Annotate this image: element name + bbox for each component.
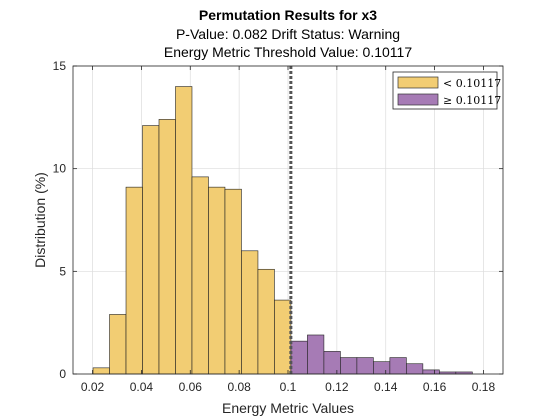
bar-above-threshold bbox=[340, 357, 358, 375]
y-tick-label: 5 bbox=[59, 264, 66, 278]
chart-subtitle-line-1: P-Value: 0.082 Drift Status: Warning bbox=[176, 26, 400, 42]
bar-above-threshold bbox=[356, 357, 374, 375]
x-tick-label: 0.08 bbox=[227, 380, 251, 394]
y-tick-label: 10 bbox=[53, 162, 67, 176]
bar-above-threshold bbox=[307, 334, 325, 375]
chart-subtitle-line-2: Energy Metric Threshold Value: 0.10117 bbox=[164, 44, 412, 60]
x-tick-label: 0.02 bbox=[81, 380, 105, 394]
legend: < 0.10117 ≥ 0.10117 bbox=[392, 71, 501, 110]
x-tick-label: 0.04 bbox=[130, 380, 154, 394]
bar-above-threshold bbox=[389, 357, 407, 375]
bar-below-threshold bbox=[257, 268, 275, 375]
x-tick-label: 0.18 bbox=[472, 380, 496, 394]
bar-below-threshold bbox=[175, 86, 193, 375]
y-axis-label: Distribution (%) bbox=[32, 172, 48, 268]
ticks-group: 0.02 0.04 0.06 0.08 0.1 0.12 0.14 0.16 0.18 0 5 10 1… bbox=[53, 59, 503, 394]
bar-below-threshold bbox=[92, 367, 110, 375]
bar-below-threshold bbox=[158, 119, 176, 375]
y-tick-label: 15 bbox=[53, 59, 67, 73]
bar-below-threshold bbox=[109, 314, 127, 375]
bar-below-threshold bbox=[142, 125, 160, 375]
legend-swatch-below bbox=[397, 76, 439, 89]
plot-area: 0.02 0.04 0.06 0.08 0.1 0.12 0.14 0.16 0.18 0 5 10 1… bbox=[53, 59, 504, 394]
bar-below-threshold bbox=[224, 188, 242, 375]
chart-title: Permutation Results for x3 bbox=[199, 7, 377, 23]
bar-above-threshold bbox=[422, 369, 440, 375]
bar-above-threshold bbox=[323, 351, 341, 375]
bar-below-threshold bbox=[208, 186, 226, 375]
x-tick-label: 0.06 bbox=[179, 380, 203, 394]
x-tick-label: 0.16 bbox=[423, 380, 447, 394]
bar-above-threshold bbox=[406, 363, 424, 375]
bars-group bbox=[92, 86, 473, 375]
legend-label-below: < 0.10117 bbox=[443, 77, 501, 90]
x-tick-label: 0.12 bbox=[325, 380, 349, 394]
bar-below-threshold bbox=[274, 299, 292, 375]
x-tick-label: 0.1 bbox=[280, 380, 297, 394]
bar-below-threshold bbox=[125, 186, 143, 375]
bar-above-threshold bbox=[290, 340, 308, 375]
bar-below-threshold bbox=[241, 250, 259, 375]
x-tick-label: 0.14 bbox=[374, 380, 398, 394]
bar-above-threshold bbox=[373, 361, 391, 375]
legend-label-above: ≥ 0.10117 bbox=[443, 94, 501, 107]
bar-below-threshold bbox=[191, 176, 209, 375]
legend-swatch-above bbox=[397, 93, 439, 106]
y-tick-label: 0 bbox=[59, 367, 66, 381]
x-axis-label: Energy Metric Values bbox=[222, 400, 354, 416]
